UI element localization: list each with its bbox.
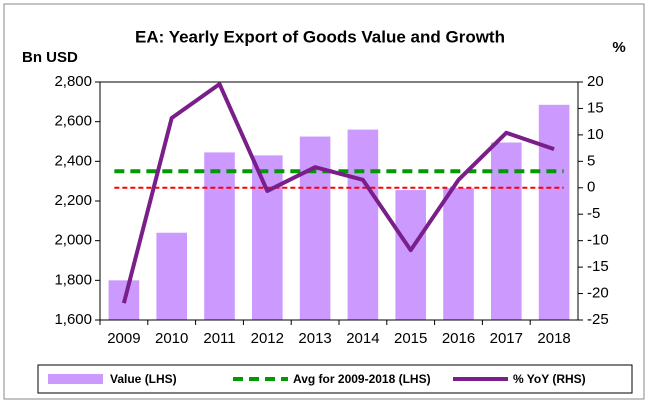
y-tick-label: 2,600 (54, 113, 92, 130)
bar (443, 188, 474, 320)
y2-axis-label: % (612, 39, 625, 56)
bar (347, 129, 379, 320)
legend-box (37, 364, 633, 394)
legend-label: Value (LHS) (110, 372, 177, 386)
y2-tick-label: 0 (587, 179, 595, 196)
legend-label: Avg for 2009-2018 (LHS) (293, 372, 431, 386)
bar (299, 136, 331, 320)
y-tick-label: 1,600 (54, 311, 92, 328)
x-tick-label: 2010 (155, 330, 188, 347)
y-tick-label: 2,800 (54, 73, 92, 90)
x-tick-label: 2017 (490, 330, 523, 347)
yoy-line (121, 82, 555, 304)
y2-tick-label: -15 (587, 258, 609, 275)
y2-tick-label: 15 (587, 99, 604, 116)
x-tick-label: 2011 (203, 330, 235, 347)
y2-tick-label: -5 (587, 205, 600, 222)
legend-label: % YoY (RHS) (513, 372, 586, 386)
x-tick-label: 2013 (298, 330, 331, 347)
bar (395, 190, 426, 320)
y-tick-label: 1,800 (54, 271, 92, 288)
x-tick-label: 2012 (251, 330, 284, 347)
y2-tick-label: -20 (587, 285, 609, 302)
legend-swatch (48, 374, 103, 384)
y-tick-label: 2,000 (54, 232, 92, 249)
y2-tick-label: 20 (587, 73, 604, 90)
x-tick-label: 2014 (346, 330, 379, 347)
bar (538, 104, 570, 320)
x-tick-label: 2009 (107, 330, 140, 347)
chart-title: EA: Yearly Export of Goods Value and Gro… (135, 27, 505, 46)
y-tick-label: 2,200 (54, 192, 92, 209)
bar (491, 142, 522, 320)
x-tick-label: 2015 (394, 330, 427, 347)
y2-tick-label: 5 (587, 152, 595, 169)
y2-tick-label: -25 (587, 311, 609, 328)
bar (204, 152, 235, 320)
y-axis-label: Bn USD (22, 49, 78, 66)
x-tick-label: 2016 (442, 330, 475, 347)
y2-tick-label: 10 (587, 126, 604, 143)
x-tick-label: 2018 (537, 330, 570, 347)
y-tick-label: 2,400 (54, 152, 92, 169)
bar (156, 232, 187, 320)
y2-tick-label: -10 (587, 232, 609, 249)
bar (252, 155, 283, 320)
